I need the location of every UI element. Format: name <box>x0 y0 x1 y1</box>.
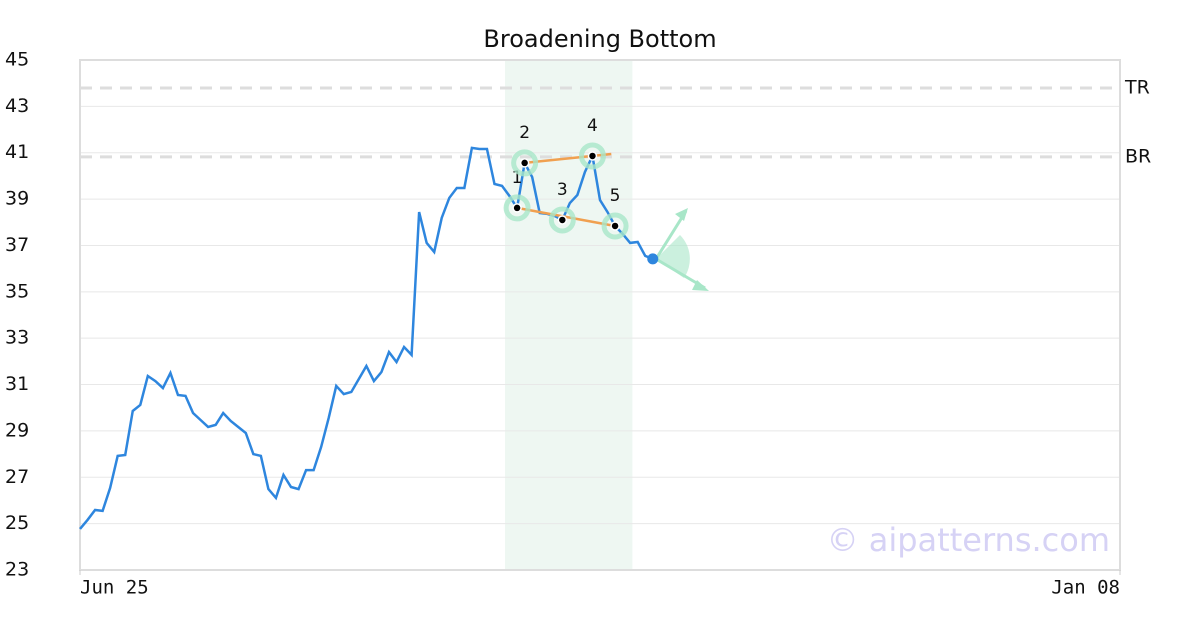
y-tick-label: 41 <box>5 141 29 163</box>
y-tick-label: 45 <box>5 49 29 71</box>
x-tick-label: Jan 08 <box>1051 577 1120 599</box>
y-tick-label: 35 <box>5 280 29 302</box>
y-tick-label: 39 <box>5 188 29 210</box>
y-tick-label: 37 <box>5 234 29 256</box>
pivot-halo <box>511 149 539 177</box>
y-tick-label: 27 <box>5 466 29 488</box>
pattern-range <box>505 60 633 570</box>
pivot-label: 5 <box>610 186 621 206</box>
y-tick-label: 23 <box>5 559 29 581</box>
y-tick-label: 33 <box>5 327 29 349</box>
level-label: BR <box>1125 145 1151 167</box>
watermark: © aipatterns.com <box>827 521 1110 559</box>
pivot-halo <box>578 142 606 170</box>
pivot-halo <box>601 212 629 240</box>
trend-line <box>516 206 616 228</box>
arrow-up <box>654 210 688 260</box>
plot-frame <box>79 59 1121 571</box>
pivot-label: 3 <box>557 180 568 200</box>
y-tick-label: 29 <box>5 419 29 441</box>
last-point <box>647 253 659 265</box>
price-line <box>79 146 654 530</box>
pivot-label: 4 <box>587 116 598 136</box>
y-tick-label: 25 <box>5 512 29 534</box>
pivot-point <box>519 158 530 168</box>
arrow-head <box>675 208 688 221</box>
angle-wedge <box>656 235 690 278</box>
under-layer <box>80 60 1120 570</box>
direction-arrows <box>654 208 709 291</box>
pivot-point <box>610 221 620 231</box>
x-tick-label: Jun 25 <box>80 577 149 599</box>
pivot-point <box>557 215 568 225</box>
pivot-point <box>587 151 598 161</box>
pivot-halo <box>548 206 576 234</box>
arrow-head <box>692 280 709 291</box>
pivot-label: 1 <box>512 168 523 188</box>
level-label: TR <box>1124 77 1150 99</box>
y-tick-label: 31 <box>5 373 29 395</box>
chart-title: Broadening Bottom <box>483 25 716 53</box>
pivot-point <box>512 203 522 213</box>
pivot-label: 2 <box>519 123 530 143</box>
y-tick-label: 43 <box>5 95 29 117</box>
pivot-halo <box>503 194 531 222</box>
